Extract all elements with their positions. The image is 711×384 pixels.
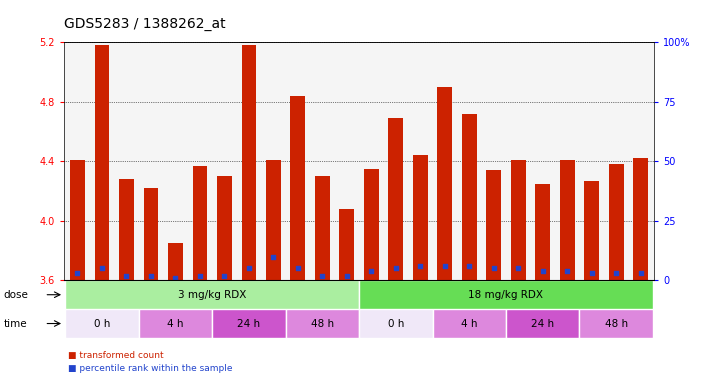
Point [415, 263, 426, 269]
Text: 48 h: 48 h [604, 318, 628, 329]
Bar [364, 169, 379, 280]
Point [586, 270, 597, 276]
Bar [65, 280, 359, 309]
Point [390, 265, 402, 271]
Text: 0 h: 0 h [94, 318, 110, 329]
Text: 4 h: 4 h [461, 318, 478, 329]
Point [219, 273, 230, 279]
Bar [511, 160, 525, 280]
Point [635, 270, 646, 276]
Text: time: time [4, 318, 27, 329]
Point [513, 265, 524, 271]
Bar [242, 45, 256, 280]
Bar [359, 280, 653, 309]
Bar [266, 160, 281, 280]
Point [72, 270, 83, 276]
Bar [359, 309, 432, 338]
Bar [634, 158, 648, 280]
Point [121, 273, 132, 279]
Text: 24 h: 24 h [531, 318, 555, 329]
Bar [65, 309, 139, 338]
Bar [437, 87, 452, 280]
Bar [144, 188, 159, 280]
Bar [388, 118, 403, 280]
Text: 3 mg/kg RDX: 3 mg/kg RDX [178, 290, 246, 300]
Point [562, 268, 573, 274]
Bar [291, 96, 305, 280]
Bar [339, 209, 354, 280]
Bar [486, 170, 501, 280]
Text: 24 h: 24 h [237, 318, 260, 329]
Bar [168, 243, 183, 280]
Point [267, 253, 279, 260]
Bar [95, 45, 109, 280]
Text: 0 h: 0 h [387, 318, 404, 329]
Point [341, 273, 353, 279]
Point [292, 265, 304, 271]
Text: 48 h: 48 h [311, 318, 334, 329]
Text: 18 mg/kg RDX: 18 mg/kg RDX [469, 290, 543, 300]
Point [243, 265, 255, 271]
Text: ■ percentile rank within the sample: ■ percentile rank within the sample [68, 364, 232, 373]
Bar [413, 155, 427, 280]
Bar [217, 176, 232, 280]
Bar [70, 160, 85, 280]
Bar [193, 166, 207, 280]
Bar [609, 164, 624, 280]
Point [316, 273, 328, 279]
Point [464, 263, 475, 269]
Point [365, 268, 377, 274]
Point [488, 265, 499, 271]
Text: GDS5283 / 1388262_at: GDS5283 / 1388262_at [64, 17, 225, 31]
Text: 4 h: 4 h [167, 318, 183, 329]
Bar [315, 176, 330, 280]
Bar [506, 309, 579, 338]
Bar [432, 309, 506, 338]
Bar [286, 309, 359, 338]
Bar [560, 160, 574, 280]
Point [439, 263, 451, 269]
Text: ■ transformed count: ■ transformed count [68, 351, 163, 360]
Point [96, 265, 107, 271]
Point [170, 275, 181, 281]
Bar [119, 179, 134, 280]
Bar [462, 114, 476, 280]
Bar [535, 184, 550, 280]
Text: dose: dose [4, 290, 28, 300]
Point [145, 273, 156, 279]
Bar [139, 309, 212, 338]
Point [194, 273, 205, 279]
Bar [584, 180, 599, 280]
Point [611, 270, 622, 276]
Bar [579, 309, 653, 338]
Bar [212, 309, 286, 338]
Point [537, 268, 548, 274]
